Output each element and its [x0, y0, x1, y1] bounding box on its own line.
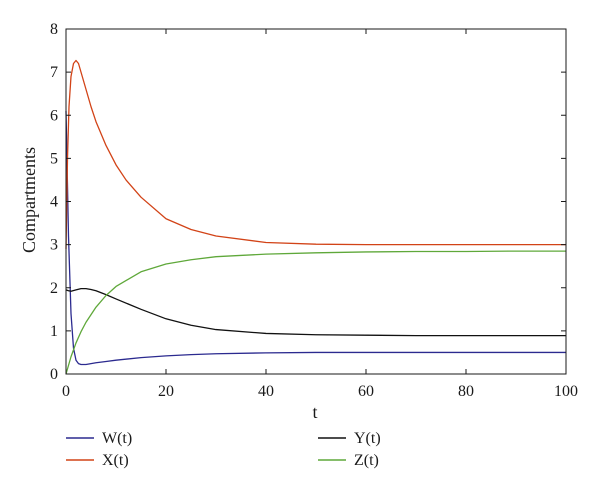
x-tick-label: 20	[158, 383, 174, 400]
y-tick-label: 1	[50, 323, 58, 340]
y-tick-label: 8	[50, 21, 58, 38]
legend-label: X(t)	[102, 452, 129, 469]
x-tick-label: 80	[458, 383, 474, 400]
y-tick-label: 5	[50, 150, 58, 167]
legend-label: W(t)	[102, 430, 132, 447]
plot-frame	[65, 28, 567, 375]
legend-item-z: Z(t)	[318, 452, 379, 469]
x-tick-label: 40	[258, 383, 274, 400]
y-axis-label: Compartments	[19, 147, 39, 253]
y-tick-label: 2	[50, 280, 58, 297]
x-axis-label: t	[312, 402, 317, 422]
x-tick-label: 60	[358, 383, 374, 400]
x-tick-label: 0	[62, 383, 70, 400]
y-tick-label: 0	[50, 366, 58, 383]
legend-label: Y(t)	[354, 430, 381, 447]
series-line-w	[65, 110, 566, 366]
series-line-z	[65, 250, 566, 375]
y-tick-label: 3	[50, 237, 58, 254]
legend-item-w: W(t)	[66, 430, 132, 447]
legend-item-y: Y(t)	[318, 430, 381, 447]
legend: W(t) X(t) Y(t) Z(t)	[66, 430, 381, 469]
x-tick-label: 100	[554, 383, 578, 400]
series-line-y	[65, 287, 566, 337]
y-tick-label: 7	[50, 64, 58, 81]
y-tick-label: 4	[50, 194, 58, 211]
plot-layer	[65, 59, 566, 375]
legend-item-x: X(t)	[66, 452, 129, 469]
axes-layer: 0 20 40 60 80 100 0 1 2 3 4 5 6 7 8	[50, 21, 578, 400]
y-tick-label: 6	[50, 107, 58, 124]
series-line-x	[65, 59, 566, 249]
legend-label: Z(t)	[354, 452, 379, 469]
